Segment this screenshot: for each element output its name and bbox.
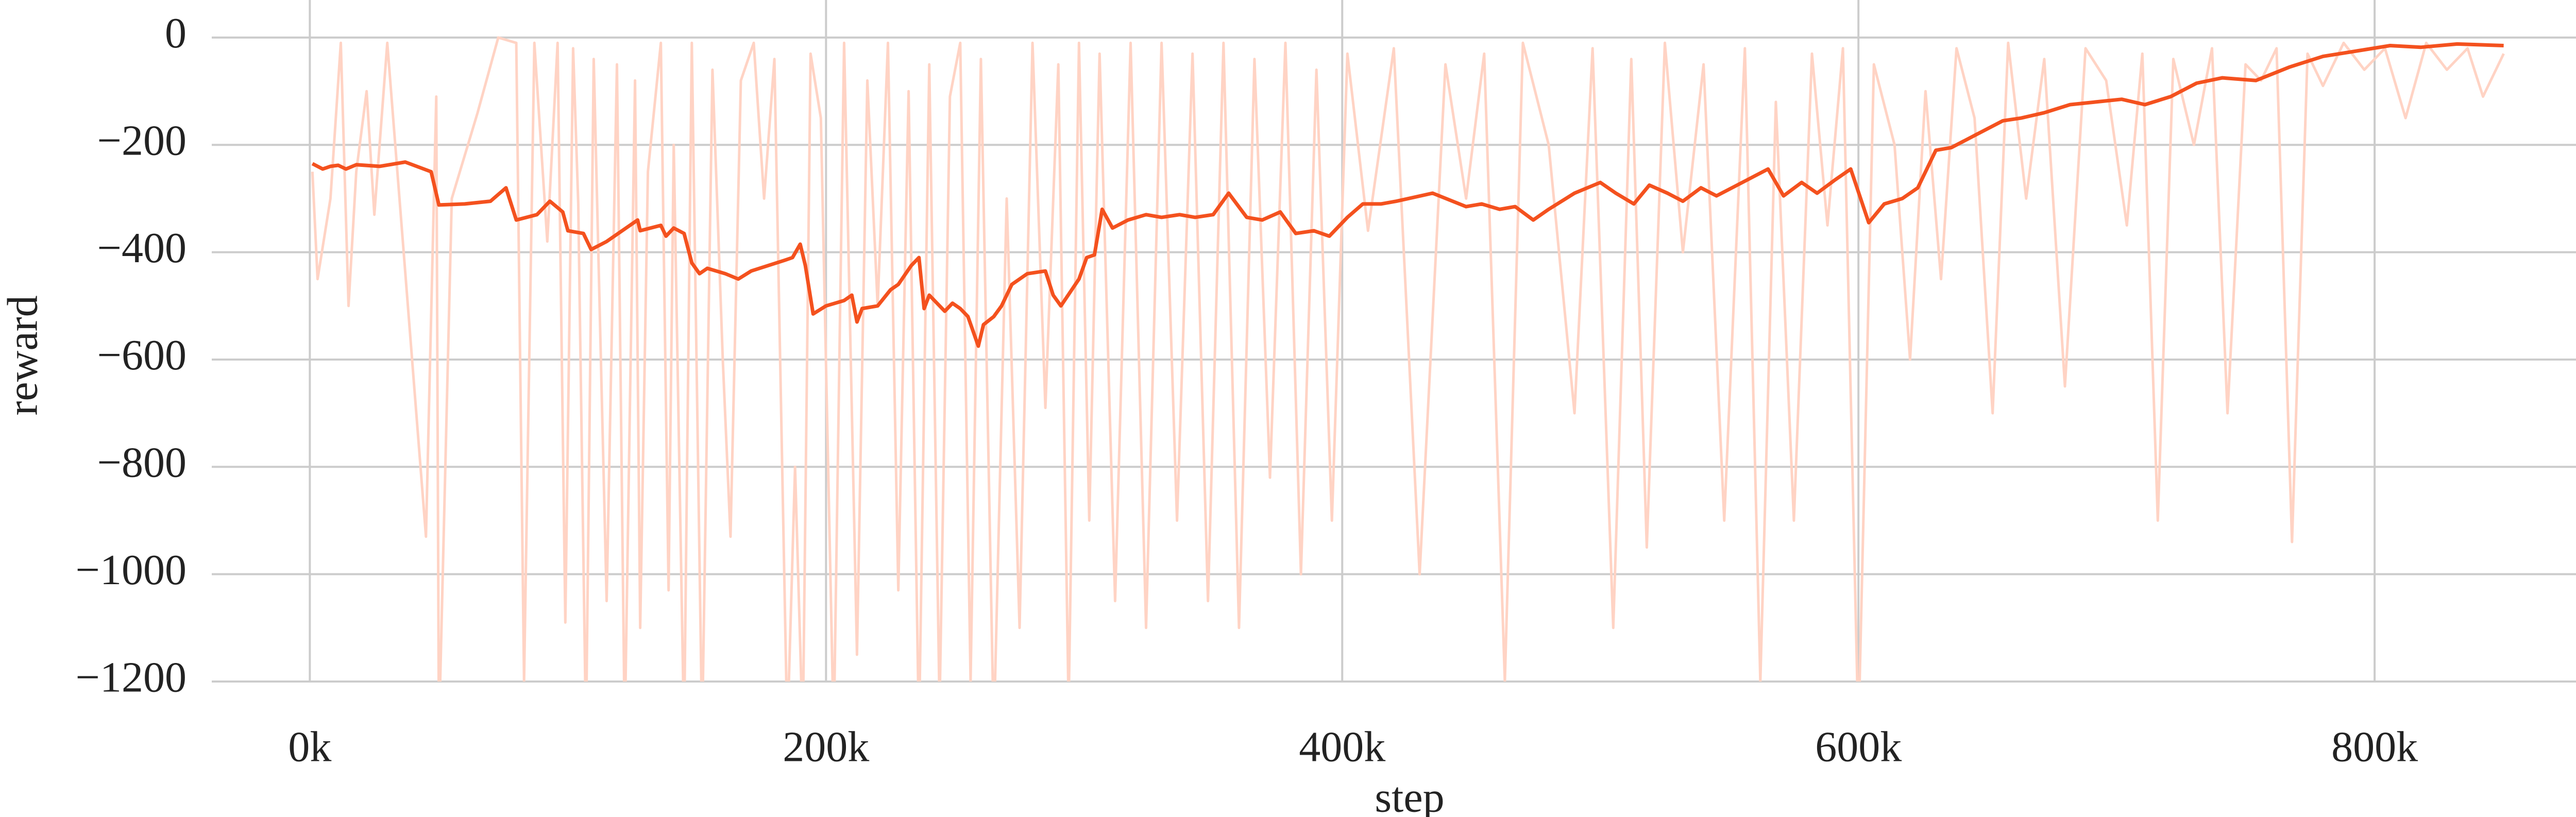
series-line: [311, 42, 2504, 348]
x-tick-label: 800k: [2331, 723, 2418, 771]
x-tick-label: 600k: [1815, 723, 1902, 771]
y-tick-label: −800: [97, 439, 187, 487]
y-tick-label: −600: [97, 331, 187, 379]
series-line: [311, 36, 2505, 682]
y-tick-label: −400: [97, 224, 187, 272]
y-axis-label: reward: [0, 295, 46, 415]
y-tick-label: −1200: [76, 653, 187, 701]
x-tick-label: 200k: [783, 723, 869, 771]
y-tick-label: −1000: [76, 546, 187, 594]
y-tick-label: 0: [165, 9, 187, 57]
y-tick-label: −200: [97, 117, 187, 165]
x-axis-label: step: [1375, 773, 1444, 817]
plot-area: [311, 36, 2505, 682]
x-tick-label: 0k: [288, 723, 331, 771]
x-tick-label: 400k: [1299, 723, 1385, 771]
